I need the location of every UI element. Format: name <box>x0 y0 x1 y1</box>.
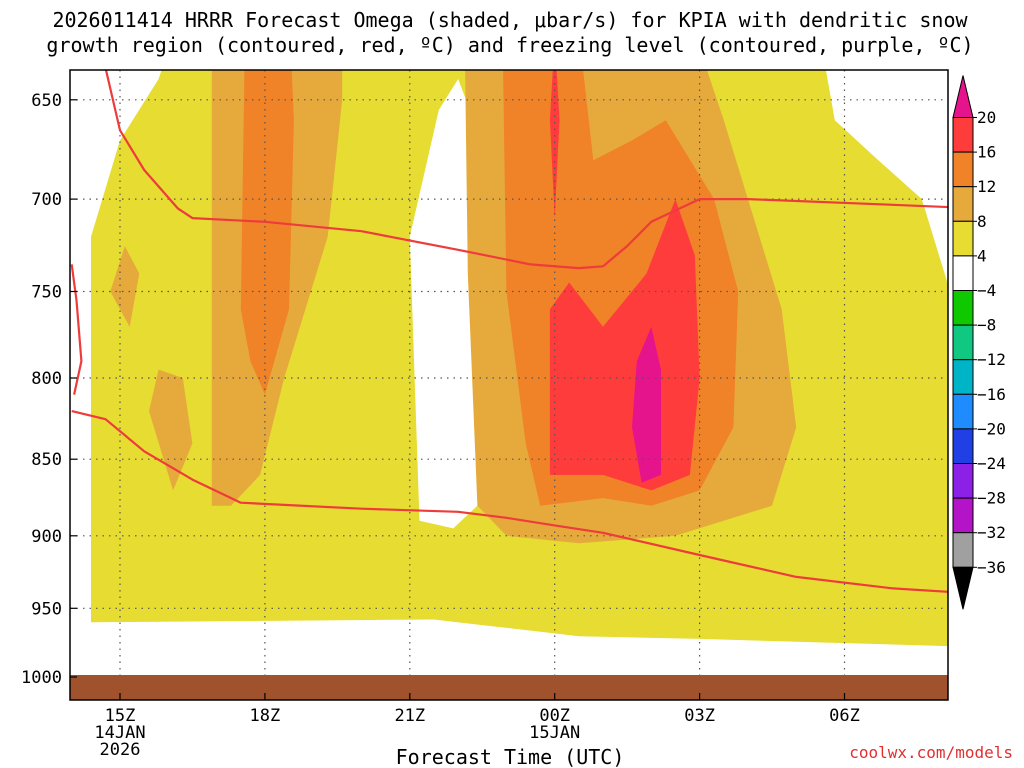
y-axis: 2503003504004505005506006507007508008509… <box>21 0 77 688</box>
omega-region-11 <box>240 70 294 395</box>
x-tick-label-03Z: 03Z <box>684 706 715 726</box>
colorbar-bottom-arrow <box>952 566 974 610</box>
colorbar-swatch-12 <box>952 532 974 568</box>
dgz-contour-1 <box>71 410 948 593</box>
y-tick-label-800: 800 <box>31 369 62 389</box>
dgz-contour-0 <box>104 70 948 270</box>
x-tick-date-00Z: 15JAN <box>529 723 580 743</box>
colorbar-swatch-3 <box>952 220 974 257</box>
colorbar-label-4: 4 <box>977 246 987 265</box>
y-tick-label-850: 850 <box>31 450 62 470</box>
colorbar-swatch-11 <box>952 497 974 534</box>
omega-region-6 <box>91 619 948 677</box>
colorbar-swatch-1 <box>952 151 974 188</box>
x-tick-label-00Z: 00Z <box>539 706 570 726</box>
x-tick-date-15Z: 14JAN <box>94 723 145 743</box>
omega-shading <box>91 70 948 677</box>
x-tick-label-15Z: 15Z <box>105 706 136 726</box>
colorbar: 20 16 12 8 4 −4 −8 −12 −16 −20 −24 −28 −32 −36 <box>952 75 1006 610</box>
colorbar-label-13: −36 <box>977 558 1006 577</box>
y-tick-label-950: 950 <box>31 599 62 619</box>
colorbar-label-6: −8 <box>977 316 996 335</box>
colorbar-swatch-4 <box>952 255 974 291</box>
credit-label: coolwx.com/models <box>849 743 1013 762</box>
omega-region-13 <box>549 199 700 491</box>
y-tick-label-900: 900 <box>31 527 62 547</box>
colorbar-label-2: 12 <box>977 177 996 196</box>
x-tick-label-18Z: 18Z <box>250 706 281 726</box>
colorbar-swatch-8 <box>952 393 974 430</box>
chart-title-line2: growth region (contoured, red, ºC) and f… <box>46 33 973 57</box>
x-tick-label-21Z: 21Z <box>394 706 425 726</box>
colorbar-swatch-5 <box>952 290 974 326</box>
grid-lines <box>70 70 948 700</box>
y-tick-label-600: 600 <box>31 0 62 4</box>
colorbar-swatch-2 <box>952 186 974 222</box>
x-tick-year-15Z: 2026 <box>100 740 141 760</box>
x-axis-label: Forecast Time (UTC) <box>396 745 625 768</box>
colorbar-swatch-9 <box>952 428 974 464</box>
colorbar-top-arrow <box>952 75 974 118</box>
colorbar-label-10: −24 <box>977 454 1006 473</box>
y-tick-label-1000: 1000 <box>21 668 62 688</box>
colorbar-label-9: −20 <box>977 419 1006 438</box>
colorbar-label-7: −12 <box>977 350 1006 369</box>
colorbar-label-1: 16 <box>977 143 996 162</box>
y-tick-label-650: 650 <box>31 91 62 111</box>
ground-surface <box>70 675 948 700</box>
colorbar-label-11: −28 <box>977 489 1006 508</box>
colorbar-label-8: −16 <box>977 385 1006 404</box>
y-tick-label-750: 750 <box>31 283 62 303</box>
omega-region-14 <box>549 70 560 219</box>
colorbar-swatch-7 <box>952 359 974 395</box>
colorbar-label-12: −32 <box>977 523 1006 542</box>
omega-region-9 <box>110 246 140 327</box>
colorbar-swatch-10 <box>952 463 974 499</box>
chart-title-line1: 2026011414 HRRR Forecast Omega (shaded, … <box>52 8 968 32</box>
omega-region-10 <box>149 369 193 491</box>
dgz-contours <box>70 70 948 593</box>
plot-area <box>70 70 948 700</box>
x-tick-label-06Z: 06Z <box>829 706 860 726</box>
colorbar-swatch-6 <box>952 324 974 361</box>
omega-region-15 <box>632 326 661 483</box>
colorbar-label-0: 20 <box>977 108 996 127</box>
colorbar-swatch-0 <box>952 117 974 153</box>
y-tick-label-700: 700 <box>31 190 62 210</box>
colorbar-label-3: 8 <box>977 212 987 231</box>
colorbar-label-5: −4 <box>977 281 996 300</box>
plot-frame <box>69 69 949 701</box>
dgz-contour-2 <box>70 264 83 395</box>
